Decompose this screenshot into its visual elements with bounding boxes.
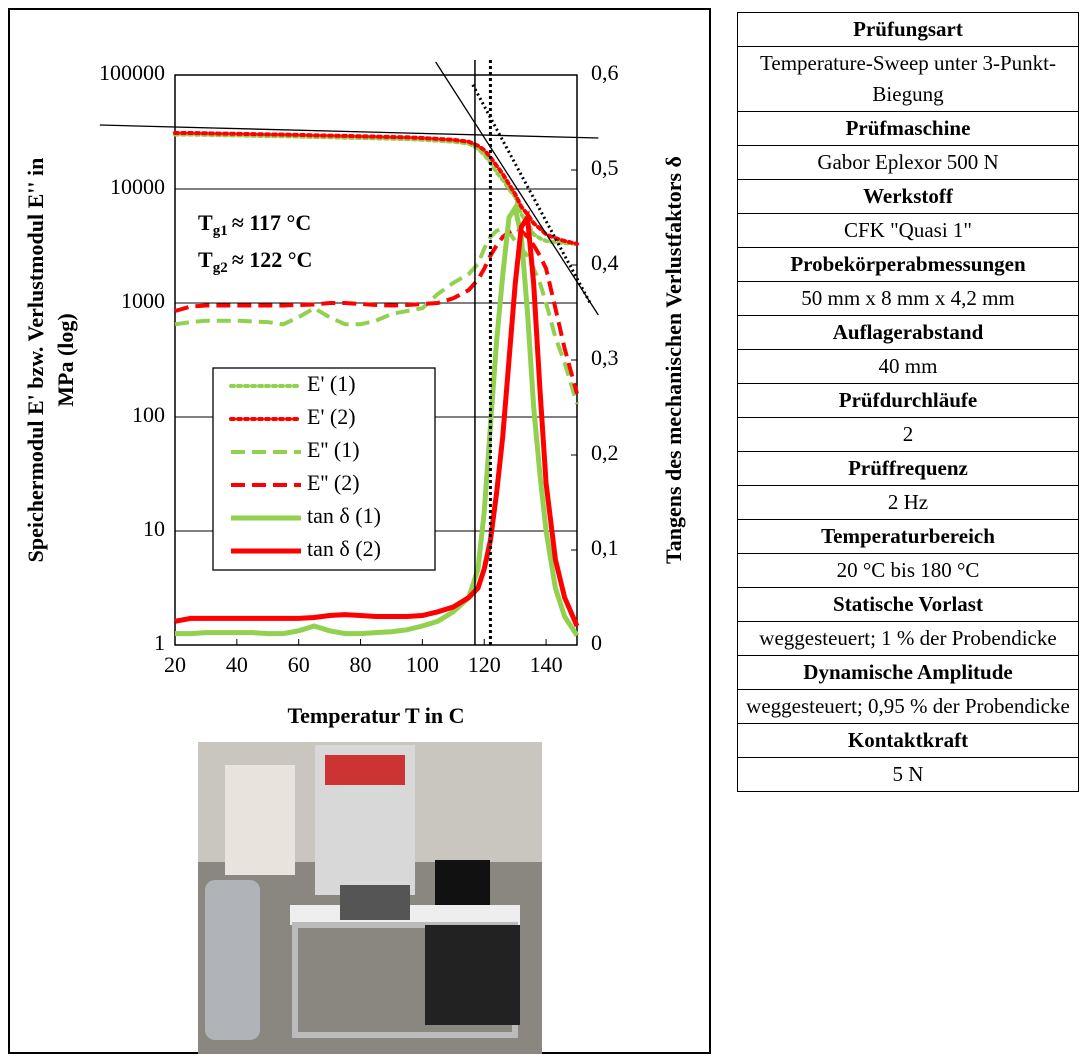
table-header-cell: Kontaktkraft bbox=[737, 723, 1079, 758]
photo bbox=[198, 742, 542, 1054]
table-row: 40 mm bbox=[737, 349, 1079, 384]
table-cell: 50 mm x 8 mm x 4,2 mm bbox=[737, 281, 1079, 316]
table-row: Werkstoff bbox=[737, 179, 1079, 214]
table-row: Prüfdurchläufe bbox=[737, 383, 1079, 418]
legend-label: E'' (2) bbox=[307, 470, 360, 495]
parameter-table: Prüfungsart Temperature-Sweep unter 3-Pun… bbox=[737, 12, 1079, 792]
series-line bbox=[175, 201, 580, 637]
table-cell: 5 N bbox=[737, 757, 1079, 792]
y-axis-label: Speichermodul E' bzw. Verlustmodul E'' i… bbox=[23, 158, 48, 563]
y-tick-label: 1 bbox=[154, 630, 165, 655]
series-line bbox=[174, 226, 579, 405]
table-row: Prüffrequenz bbox=[737, 451, 1079, 486]
table-cell: Gabor Eplexor 500 N bbox=[737, 145, 1079, 180]
y-tick-label: 100 bbox=[132, 402, 165, 427]
table-header-cell: Probekörperabmessungen bbox=[737, 247, 1079, 282]
table-row: 20 °C bis 180 °C bbox=[737, 553, 1079, 588]
x-tick-label: 40 bbox=[226, 652, 248, 677]
table-cell: weggesteuert; 1 % der Probendicke bbox=[737, 621, 1079, 656]
y2-tick-label: 0 bbox=[591, 630, 602, 655]
annotation-text: T bbox=[198, 247, 213, 272]
tangent-line bbox=[471, 84, 593, 306]
y-tick-label: 100000 bbox=[99, 60, 165, 85]
table-row: Statische Vorlast bbox=[737, 587, 1079, 622]
series-line bbox=[174, 210, 580, 627]
x-tick-label: 120 bbox=[468, 652, 501, 677]
table-row: 2 Hz bbox=[737, 485, 1079, 520]
y2-tick-label: 0,1 bbox=[591, 535, 619, 560]
table-header-cell: Werkstoff bbox=[737, 179, 1079, 214]
table-cell: Temperature-Sweep unter 3-Punkt-Biegung bbox=[737, 46, 1079, 112]
table-row: 50 mm x 8 mm x 4,2 mm bbox=[737, 281, 1079, 316]
table-header-cell: Statische Vorlast bbox=[737, 587, 1079, 622]
annotation-text: T bbox=[198, 210, 213, 235]
legend-label: tan δ (1) bbox=[307, 503, 381, 528]
table-row: 2 bbox=[737, 417, 1079, 452]
table-cell: 2 bbox=[737, 417, 1079, 452]
table-row: weggesteuert; 1 % der Probendicke bbox=[737, 621, 1079, 656]
legend-box bbox=[212, 367, 436, 571]
table-row: weggesteuert; 0,95 % der Probendicke bbox=[737, 689, 1079, 724]
annotation-subscript: g2 bbox=[213, 260, 228, 276]
table-row: Prüfmaschine bbox=[737, 111, 1079, 146]
table-row: Prüfungsart bbox=[737, 12, 1079, 47]
y2-tick-label: 0,3 bbox=[591, 345, 619, 370]
annotation: Tg2 ≈ 122 °C bbox=[198, 247, 312, 276]
table-cell: CFK "Quasi 1" bbox=[737, 213, 1079, 248]
table-row: Dynamische Amplitude bbox=[737, 655, 1079, 690]
tangent-line bbox=[99, 124, 599, 139]
y2-tick-label: 0,4 bbox=[591, 250, 619, 275]
y2-tick-label: 0,5 bbox=[591, 155, 619, 180]
table-row: Kontaktkraft bbox=[737, 723, 1079, 758]
y2-axis-label: Tangens des mechanischen Verlustfaktors … bbox=[661, 156, 686, 564]
table-cell: weggesteuert; 0,95 % der Probendicke bbox=[737, 689, 1079, 724]
legend-label: E' (1) bbox=[307, 371, 356, 396]
x-tick-label: 20 bbox=[164, 652, 186, 677]
table-header-cell: Prüffrequenz bbox=[737, 451, 1079, 486]
table-row: Temperature-Sweep unter 3-Punkt-Biegung bbox=[737, 46, 1079, 112]
chart: Temperatur T in C Speichermodul E' bzw. … bbox=[23, 60, 686, 1054]
table-header-cell: Temperaturbereich bbox=[737, 519, 1079, 554]
series-line bbox=[174, 226, 579, 395]
table-header-cell: Auflagerabstand bbox=[737, 315, 1079, 350]
x-tick-label: 80 bbox=[350, 652, 372, 677]
table-row: Temperaturbereich bbox=[737, 519, 1079, 554]
legend-label: E' (2) bbox=[307, 404, 356, 429]
annotation: Tg1 ≈ 117 °C bbox=[198, 210, 311, 239]
legend-label: E'' (1) bbox=[307, 437, 360, 462]
table-row: CFK "Quasi 1" bbox=[737, 213, 1079, 248]
table-header-cell: Prüfdurchläufe bbox=[737, 383, 1079, 418]
x-tick-label: 60 bbox=[288, 652, 310, 677]
x-tick-label: 100 bbox=[406, 652, 439, 677]
y-axis-label: MPa (log) bbox=[53, 313, 78, 406]
annotation-text: ≈ 117 °C bbox=[232, 210, 312, 235]
table-header-cell: Prüfungsart bbox=[737, 12, 1079, 47]
x-axis-label: Temperatur T in C bbox=[287, 703, 464, 728]
table-row: Probekörperabmessungen bbox=[737, 247, 1079, 282]
y2-tick-label: 0,6 bbox=[591, 60, 619, 85]
y-tick-label: 10 bbox=[143, 516, 165, 541]
table-row: Gabor Eplexor 500 N bbox=[737, 145, 1079, 180]
table-row: Auflagerabstand bbox=[737, 315, 1079, 350]
table-cell: 40 mm bbox=[737, 349, 1079, 384]
y2-tick-label: 0,2 bbox=[591, 440, 619, 465]
table-header-cell: Dynamische Amplitude bbox=[737, 655, 1079, 690]
table-cell: 2 Hz bbox=[737, 485, 1079, 520]
table-row: 5 N bbox=[737, 757, 1079, 792]
x-tick-label: 140 bbox=[530, 652, 563, 677]
tangent-line bbox=[435, 61, 599, 316]
annotation-subscript: g1 bbox=[213, 223, 228, 239]
y-tick-label: 10000 bbox=[110, 174, 165, 199]
y-tick-label: 1000 bbox=[121, 288, 165, 313]
table-cell: 20 °C bis 180 °C bbox=[737, 553, 1079, 588]
legend-label: tan δ (2) bbox=[307, 536, 381, 561]
table-header-cell: Prüfmaschine bbox=[737, 111, 1079, 146]
annotation-text: ≈ 122 °C bbox=[232, 247, 313, 272]
